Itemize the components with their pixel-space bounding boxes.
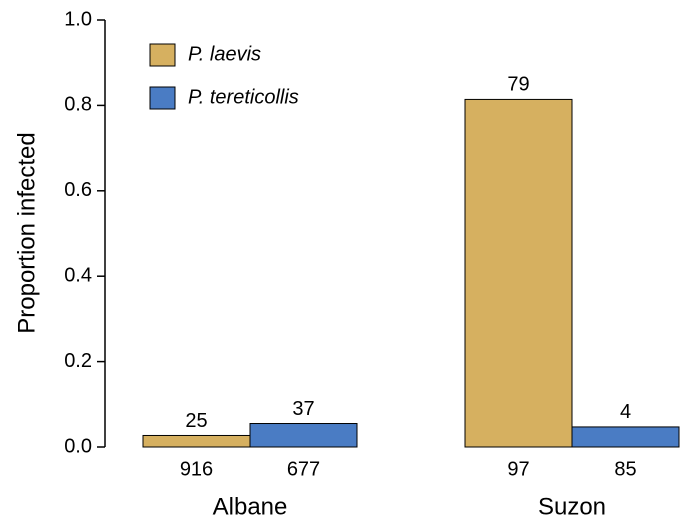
bar-count-label: 79	[507, 74, 529, 96]
y-tick-label: 0.2	[64, 350, 92, 372]
x-tick-label: Albane	[213, 493, 288, 520]
y-axis-label: Proportion infected	[13, 132, 40, 333]
legend-label: P. tereticollis	[188, 86, 299, 108]
sample-size-label: 85	[614, 458, 636, 480]
y-tick-label: 0.4	[64, 264, 92, 286]
bar	[142, 434, 251, 448]
legend-swatch	[149, 86, 176, 110]
y-tick-label: 0.0	[64, 435, 92, 457]
sample-size-label: 97	[507, 458, 529, 480]
x-tick-label: Suzon	[538, 493, 606, 520]
y-tick-label: 1.0	[64, 8, 92, 30]
bar-count-label: 25	[185, 410, 207, 432]
y-tick-label: 0.8	[64, 94, 92, 116]
sample-size-label: 677	[287, 458, 320, 480]
bar	[249, 423, 358, 448]
bar-count-label: 4	[620, 401, 631, 423]
sample-size-label: 916	[180, 458, 213, 480]
bar	[464, 98, 573, 448]
legend-label: P. laevis	[188, 43, 261, 65]
legend-swatch	[149, 43, 176, 67]
y-tick-label: 0.6	[64, 179, 92, 201]
bar-count-label: 37	[292, 398, 314, 420]
bar	[571, 426, 680, 448]
